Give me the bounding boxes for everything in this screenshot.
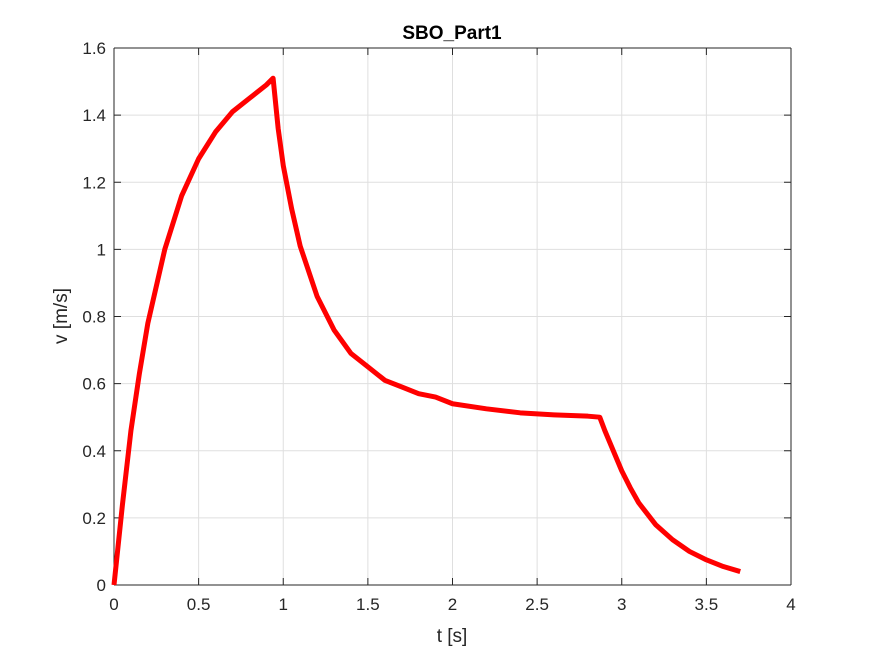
y-tick-label: 1	[97, 240, 106, 259]
y-axis-label: v [m/s]	[51, 288, 72, 344]
x-tick-label: 0	[109, 595, 118, 614]
x-tick-label: 3.5	[695, 595, 719, 614]
x-tick-label: 0.5	[187, 595, 211, 614]
y-tick-label: 1.2	[82, 173, 106, 192]
x-axis-label: t [s]	[437, 626, 468, 647]
x-tick-label: 3	[617, 595, 626, 614]
grid-lines	[114, 48, 791, 585]
x-tick-label: 4	[786, 595, 795, 614]
y-axis-ticks: 0 0.2 0.4 0.6 0.8 1 1.2 1.4 1.6	[82, 39, 791, 595]
series-line	[111, 75, 741, 586]
x-tick-label: 2.5	[525, 595, 549, 614]
data-series	[111, 75, 741, 586]
x-tick-label: 1.5	[356, 595, 380, 614]
y-tick-label: 1.6	[82, 39, 106, 58]
x-axis-ticks: 0 0.5 1 1.5 2 2.5 3 3.5 4	[109, 48, 796, 614]
y-tick-label: 1.4	[82, 106, 106, 125]
x-tick-label: 1	[279, 595, 288, 614]
y-tick-label: 0.2	[82, 509, 106, 528]
y-tick-label: 0.6	[82, 375, 106, 394]
y-tick-label: 0.8	[82, 308, 106, 327]
chart-title: SBO_Part1	[402, 23, 502, 44]
y-tick-label: 0.4	[82, 442, 106, 461]
y-tick-label: 0	[97, 576, 106, 595]
x-tick-label: 2	[448, 595, 457, 614]
